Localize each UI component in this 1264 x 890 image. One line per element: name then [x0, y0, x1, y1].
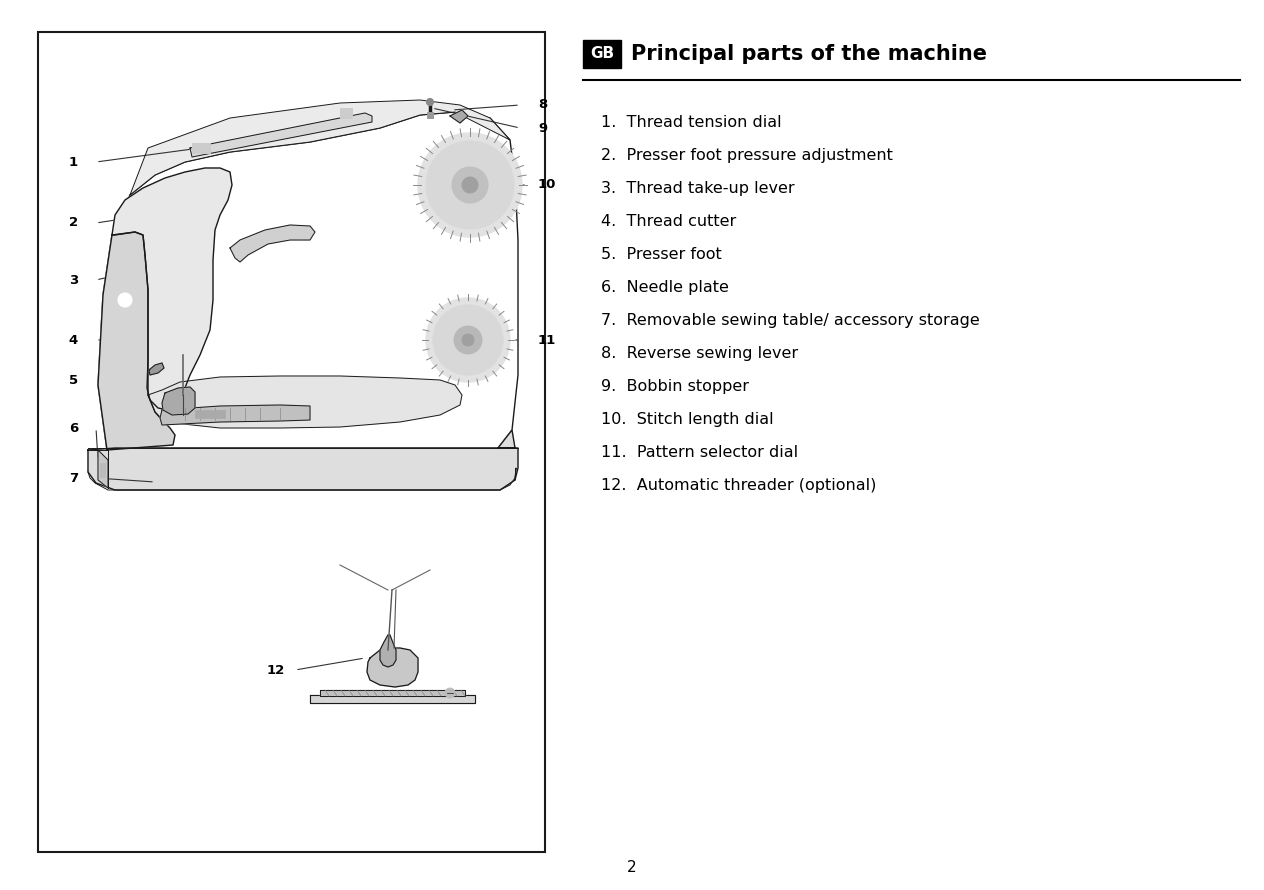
Text: 9.  Bobbin stopper: 9. Bobbin stopper: [600, 379, 750, 394]
Circle shape: [463, 334, 474, 346]
Polygon shape: [190, 113, 372, 157]
Text: 8: 8: [538, 99, 547, 111]
Circle shape: [426, 298, 509, 382]
Polygon shape: [99, 232, 174, 450]
Polygon shape: [310, 695, 475, 703]
Circle shape: [426, 99, 434, 106]
Text: 12.  Automatic threader (optional): 12. Automatic threader (optional): [600, 478, 876, 493]
Text: 11.  Pattern selector dial: 11. Pattern selector dial: [600, 445, 798, 460]
Text: 8.  Reverse sewing lever: 8. Reverse sewing lever: [600, 346, 798, 361]
Text: 4.  Thread cutter: 4. Thread cutter: [600, 214, 736, 229]
Text: 10: 10: [538, 179, 556, 191]
Text: 7: 7: [68, 472, 78, 484]
Text: 12: 12: [267, 664, 284, 676]
Polygon shape: [88, 430, 518, 490]
Circle shape: [434, 305, 503, 375]
Bar: [195, 410, 225, 418]
Circle shape: [453, 167, 488, 203]
Polygon shape: [450, 110, 468, 123]
Polygon shape: [149, 363, 164, 375]
Text: 2: 2: [68, 216, 78, 230]
Ellipse shape: [292, 560, 498, 760]
Polygon shape: [230, 225, 315, 262]
Text: 10.  Stitch length dial: 10. Stitch length dial: [600, 412, 774, 427]
Polygon shape: [99, 112, 518, 450]
Text: 6: 6: [68, 422, 78, 434]
Text: 3.  Thread take-up lever: 3. Thread take-up lever: [600, 181, 795, 196]
Bar: [583, 40, 621, 68]
Text: 6.  Needle plate: 6. Needle plate: [600, 280, 729, 295]
Text: 11: 11: [538, 334, 556, 346]
Circle shape: [454, 326, 482, 354]
Polygon shape: [148, 376, 463, 428]
Polygon shape: [320, 690, 465, 696]
Circle shape: [418, 133, 522, 237]
Text: 5: 5: [68, 374, 78, 386]
Text: 2: 2: [627, 861, 637, 876]
Circle shape: [118, 293, 131, 307]
Circle shape: [426, 141, 514, 229]
Text: GB: GB: [590, 46, 614, 61]
Text: 9: 9: [538, 122, 547, 134]
Bar: [38, 32, 545, 852]
Bar: [192, 143, 210, 153]
Polygon shape: [367, 648, 418, 687]
Polygon shape: [112, 168, 233, 410]
Text: 2.  Presser foot pressure adjustment: 2. Presser foot pressure adjustment: [600, 148, 892, 163]
Text: 1.  Thread tension dial: 1. Thread tension dial: [600, 115, 781, 130]
Text: 3: 3: [68, 273, 78, 287]
Text: 7.  Removable sewing table/ accessory storage: 7. Removable sewing table/ accessory sto…: [600, 313, 980, 328]
Bar: [340, 108, 351, 118]
Text: 5.  Presser foot: 5. Presser foot: [600, 247, 722, 262]
Circle shape: [445, 688, 455, 698]
Text: Principal parts of the machine: Principal parts of the machine: [631, 44, 987, 64]
Circle shape: [463, 177, 478, 193]
Text: 1: 1: [68, 156, 78, 168]
Bar: [427, 112, 434, 118]
Polygon shape: [161, 405, 310, 425]
Bar: [100, 463, 105, 477]
Text: 4: 4: [68, 334, 78, 346]
Polygon shape: [380, 635, 396, 667]
Polygon shape: [130, 100, 509, 195]
Polygon shape: [162, 387, 195, 415]
Polygon shape: [99, 450, 107, 488]
